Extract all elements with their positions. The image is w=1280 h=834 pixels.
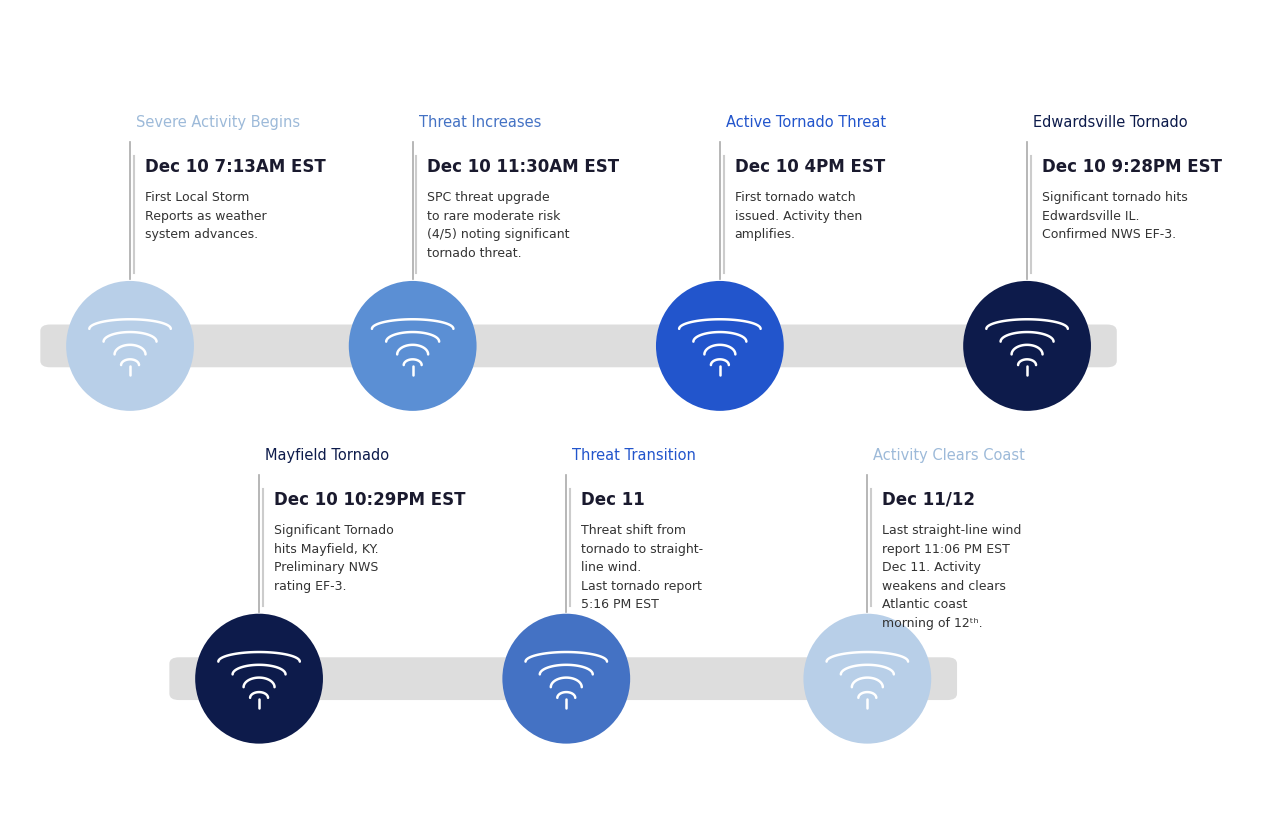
Text: Dec 10 4PM EST: Dec 10 4PM EST xyxy=(735,158,884,176)
Ellipse shape xyxy=(655,281,783,411)
Text: Threat shift from
tornado to straight-
line wind.
Last tornado report
5:16 PM ES: Threat shift from tornado to straight- l… xyxy=(581,525,703,611)
Text: First tornado watch
issued. Activity then
amplifies.: First tornado watch issued. Activity the… xyxy=(735,192,861,241)
Ellipse shape xyxy=(502,614,630,744)
Text: SPC threat upgrade
to rare moderate risk
(4/5) noting significant
tornado threat: SPC threat upgrade to rare moderate risk… xyxy=(428,192,570,260)
Text: Threat Transition: Threat Transition xyxy=(572,448,696,463)
Text: Dec 11: Dec 11 xyxy=(581,491,645,509)
Ellipse shape xyxy=(804,614,932,744)
Text: Severe Activity Begins: Severe Activity Begins xyxy=(136,115,301,130)
Text: Significant tornado hits
Edwardsville IL.
Confirmed NWS EF-3.: Significant tornado hits Edwardsville IL… xyxy=(1042,192,1188,241)
Text: Significant Tornado
hits Mayfield, KY.
Preliminary NWS
rating EF-3.: Significant Tornado hits Mayfield, KY. P… xyxy=(274,525,393,593)
FancyBboxPatch shape xyxy=(41,324,1116,367)
Text: Dec 10 10:29PM EST: Dec 10 10:29PM EST xyxy=(274,491,466,509)
Ellipse shape xyxy=(348,281,476,411)
Text: Activity Clears Coast: Activity Clears Coast xyxy=(873,448,1025,463)
Text: Edwardsville Tornado: Edwardsville Tornado xyxy=(1033,115,1188,130)
Text: Mayfield Tornado: Mayfield Tornado xyxy=(265,448,389,463)
Ellipse shape xyxy=(195,614,323,744)
Text: Last straight-line wind
report 11:06 PM EST
Dec 11. Activity
weakens and clears
: Last straight-line wind report 11:06 PM … xyxy=(882,525,1021,630)
Ellipse shape xyxy=(67,281,195,411)
FancyBboxPatch shape xyxy=(169,657,957,700)
Text: First Local Storm
Reports as weather
system advances.: First Local Storm Reports as weather sys… xyxy=(145,192,266,241)
Text: Dec 11/12: Dec 11/12 xyxy=(882,491,975,509)
Text: Active Tornado Threat: Active Tornado Threat xyxy=(726,115,886,130)
Text: Dec 10 9:28PM EST: Dec 10 9:28PM EST xyxy=(1042,158,1222,176)
Text: Threat Increases: Threat Increases xyxy=(419,115,541,130)
Text: Dec 10 7:13AM EST: Dec 10 7:13AM EST xyxy=(145,158,325,176)
Ellipse shape xyxy=(963,281,1091,411)
Text: Dec 10 11:30AM EST: Dec 10 11:30AM EST xyxy=(428,158,620,176)
